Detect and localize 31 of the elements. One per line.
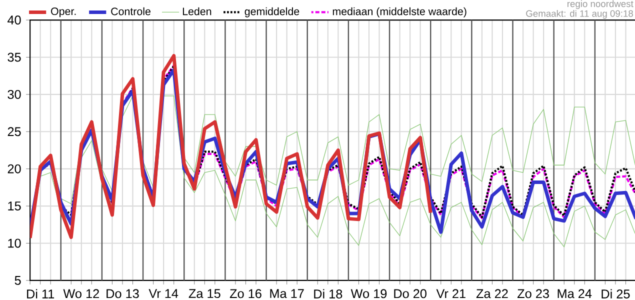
- x-tick-label: Do 13: [106, 288, 139, 298]
- legend-label: mediaan (middelste waarde): [332, 7, 466, 18]
- y-tick-label: 20: [8, 164, 21, 174]
- legend-label: gemiddelde: [244, 7, 300, 18]
- x-tick-label: Zo 23: [517, 288, 549, 298]
- text: regio noordwest: [568, 0, 634, 9]
- x-tick-label: Ma 24: [558, 288, 592, 298]
- x-tick-label: Di 25: [602, 288, 630, 298]
- x-tick-label: Zo 16: [230, 288, 262, 298]
- x-tick-label: Vr 21: [436, 288, 466, 298]
- x-tick-label: Za 15: [188, 288, 220, 298]
- x-tick-label: Vr 14: [148, 288, 178, 298]
- y-tick-label: 15: [8, 201, 21, 210]
- y-tick-label: 30: [8, 90, 21, 99]
- x-tick-label: Wo 12: [63, 288, 99, 298]
- legend-label: Leden: [182, 7, 212, 15]
- y-tick-label: 25: [8, 126, 21, 136]
- line-series: [30, 54, 432, 240]
- text: Gemaakt: di 11 aug 09:18: [526, 10, 633, 18]
- x-tick-label: Wo 19: [350, 288, 387, 298]
- y-tick-label: 40: [8, 15, 21, 24]
- legend-label: Controle: [111, 7, 150, 15]
- legend-label: Oper.: [51, 7, 76, 17]
- y-tick-label: 35: [8, 52, 21, 62]
- x-tick-label: Ma 17: [270, 288, 304, 298]
- y-tick-label: 5: [14, 276, 21, 285]
- x-tick-label: Za 22: [476, 288, 508, 298]
- x-tick-label: Di 11: [27, 288, 54, 298]
- y-tick-label: 10: [8, 238, 21, 248]
- x-tick-label: Di 18: [314, 288, 342, 298]
- x-tick-label: Do 20: [394, 288, 426, 298]
